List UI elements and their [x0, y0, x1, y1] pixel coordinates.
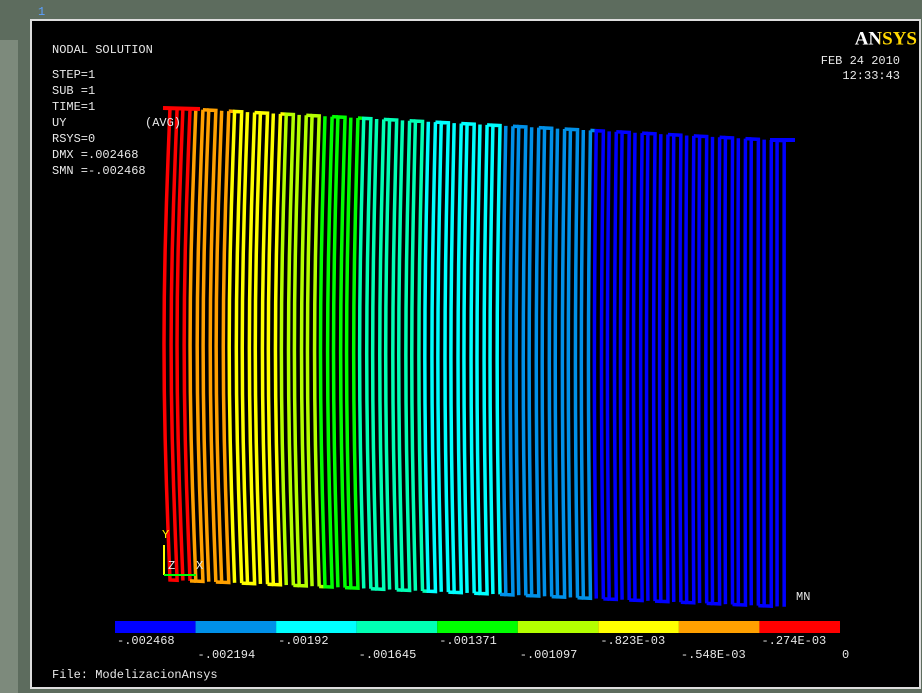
legend-swatch: [598, 621, 679, 633]
title: NODAL SOLUTION: [52, 43, 153, 57]
ansys-window: 1 NODAL SOLUTION (AVG) ANSYS FEB 24 2010…: [0, 0, 922, 693]
logo: ANSYS: [855, 28, 917, 49]
min-label: MN: [796, 590, 810, 604]
info-line: SUB =1: [52, 84, 95, 98]
legend-label: 0: [842, 648, 849, 662]
file-name: File: ModelizacionAnsys: [52, 668, 218, 682]
legend-swatch: [679, 621, 760, 633]
avg-label: (AVG): [145, 116, 181, 130]
triad-label: Y: [162, 528, 169, 542]
viewport-number: 1: [38, 5, 45, 19]
info-line: TIME=1: [52, 100, 95, 114]
legend-label: -.00192: [278, 634, 328, 648]
page: 1 NODAL SOLUTION (AVG) ANSYS FEB 24 2010…: [0, 0, 922, 693]
side-panel: [0, 40, 18, 693]
flange: [163, 108, 200, 109]
legend-label: -.001097: [520, 648, 578, 662]
info-line: SMN =-.002468: [52, 164, 146, 178]
info-line: STEP=1: [52, 68, 95, 82]
legend-label: -.001371: [439, 634, 497, 648]
legend-swatch: [115, 621, 196, 633]
legend-label: -.001645: [359, 648, 417, 662]
triad-label: Z: [168, 559, 175, 573]
legend-swatch: [759, 621, 840, 633]
legend-label: -.002194: [198, 648, 256, 662]
legend-label: -.002468: [117, 634, 175, 648]
legend-swatch: [437, 621, 518, 633]
time: 12:33:43: [842, 69, 900, 83]
legend-label: -.823E-03: [600, 634, 665, 648]
legend-swatch: [518, 621, 599, 633]
info-line: RSYS=0: [52, 132, 95, 146]
date: FEB 24 2010: [821, 54, 900, 68]
info-line: DMX =.002468: [52, 148, 138, 162]
info-line: UY: [52, 116, 66, 130]
legend-label: -.548E-03: [681, 648, 746, 662]
legend-swatch: [196, 621, 277, 633]
legend-swatch: [357, 621, 438, 633]
legend-swatch: [276, 621, 357, 633]
triad-label: X: [196, 559, 203, 573]
legend-label: -.274E-03: [761, 634, 826, 648]
